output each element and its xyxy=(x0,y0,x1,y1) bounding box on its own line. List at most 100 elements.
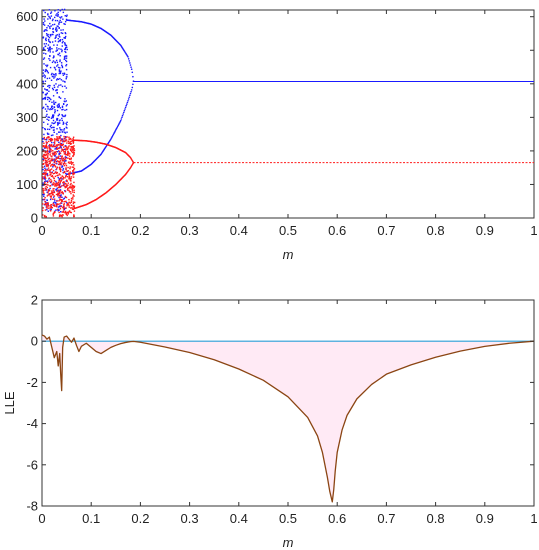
chaos-point xyxy=(59,107,62,109)
chaos-point xyxy=(52,18,54,20)
chaos-point xyxy=(44,173,46,176)
chaos-point xyxy=(69,207,72,209)
bottom-y-tick-label: 2 xyxy=(31,293,38,308)
chaos-point xyxy=(45,43,48,45)
chaos-point xyxy=(64,211,66,214)
chaos-point xyxy=(64,98,66,100)
chaos-point xyxy=(55,172,58,174)
chaos-point xyxy=(55,14,57,16)
bottom-plot-frame xyxy=(41,299,535,507)
chaos-point xyxy=(56,187,58,189)
chaos-point xyxy=(48,86,51,89)
chaos-point xyxy=(48,36,51,39)
chaos-point xyxy=(53,158,56,160)
chaos-point xyxy=(56,44,58,46)
chaos-point xyxy=(65,172,67,175)
chaos-point xyxy=(59,211,62,213)
lower-branch-point xyxy=(125,104,128,107)
chaos-point xyxy=(67,151,69,153)
chaos-point xyxy=(55,101,57,104)
chaos-point xyxy=(71,149,73,151)
chaos-point xyxy=(72,166,75,168)
chaos-point xyxy=(55,150,58,153)
chaos-point xyxy=(56,166,58,169)
chaos-point xyxy=(52,154,54,156)
chaos-point xyxy=(64,36,66,39)
chaos-point xyxy=(48,9,51,11)
chaos-point xyxy=(57,106,59,109)
chaos-point xyxy=(49,41,51,43)
chaos-point xyxy=(73,189,75,191)
chaos-point xyxy=(46,132,49,134)
chaos-point xyxy=(49,27,51,30)
chaos-point xyxy=(58,122,61,124)
chaos-point xyxy=(66,203,69,205)
chaos-point xyxy=(48,169,50,171)
chaos-point xyxy=(68,206,70,208)
chaos-point xyxy=(42,166,44,168)
chaos-point xyxy=(45,141,47,143)
chaos-point xyxy=(47,184,49,186)
chaos-point xyxy=(47,153,49,155)
chaos-point xyxy=(49,173,52,175)
chaos-point xyxy=(64,42,66,44)
chaos-point xyxy=(66,147,68,149)
chaos-point xyxy=(58,141,60,144)
chaos-point xyxy=(46,147,48,149)
chaos-point xyxy=(52,150,54,152)
chaos-point xyxy=(71,188,73,190)
chaos-point xyxy=(58,147,61,149)
chaos-point xyxy=(60,179,63,182)
chaos-point xyxy=(46,186,48,189)
lle-area-fill xyxy=(42,335,534,502)
chaos-point xyxy=(60,202,63,204)
chaos-point xyxy=(73,147,75,150)
chaos-point xyxy=(50,11,53,13)
chaos-point xyxy=(65,163,67,165)
chaos-point xyxy=(44,203,46,206)
lower-branch-point xyxy=(126,103,128,105)
chaos-point xyxy=(49,47,51,49)
chaos-point xyxy=(54,146,57,148)
chaos-point xyxy=(44,209,47,211)
chaos-point xyxy=(51,198,54,200)
chaos-point xyxy=(63,171,66,174)
chaos-point xyxy=(51,108,53,111)
chaos-point xyxy=(54,183,57,186)
chaos-point xyxy=(54,138,56,140)
upper-branch-point xyxy=(129,62,131,64)
chaos-point xyxy=(60,205,62,208)
chaos-point xyxy=(57,11,59,14)
chaos-point xyxy=(49,97,51,100)
chaos-point xyxy=(60,194,62,196)
chaos-point xyxy=(56,156,58,158)
chaos-point xyxy=(42,182,44,184)
chaos-point xyxy=(73,152,75,155)
chaos-point xyxy=(53,201,55,204)
chaos-point xyxy=(42,69,45,71)
chaos-point xyxy=(65,57,68,59)
chaos-point xyxy=(47,210,49,212)
chaos-point xyxy=(72,202,75,205)
top-x-tick-label: 0.2 xyxy=(131,223,149,238)
chaos-point xyxy=(49,59,51,62)
chaos-point xyxy=(53,55,55,57)
chaos-point xyxy=(57,37,59,40)
chaos-point xyxy=(43,215,46,218)
chaos-point xyxy=(56,203,58,205)
chaos-point xyxy=(72,185,74,187)
chaos-point xyxy=(62,18,64,20)
chaos-point xyxy=(71,140,73,142)
chaos-point xyxy=(47,192,49,194)
chaos-point xyxy=(67,173,70,175)
chaos-point xyxy=(57,131,60,133)
chaos-point xyxy=(44,80,47,82)
chaos-point xyxy=(63,23,65,25)
chaos-point xyxy=(57,189,59,191)
chaos-point xyxy=(56,49,58,52)
chaos-point xyxy=(56,200,58,202)
chaos-point xyxy=(60,202,62,204)
chaos-point xyxy=(60,192,63,194)
chaos-point xyxy=(42,178,44,180)
